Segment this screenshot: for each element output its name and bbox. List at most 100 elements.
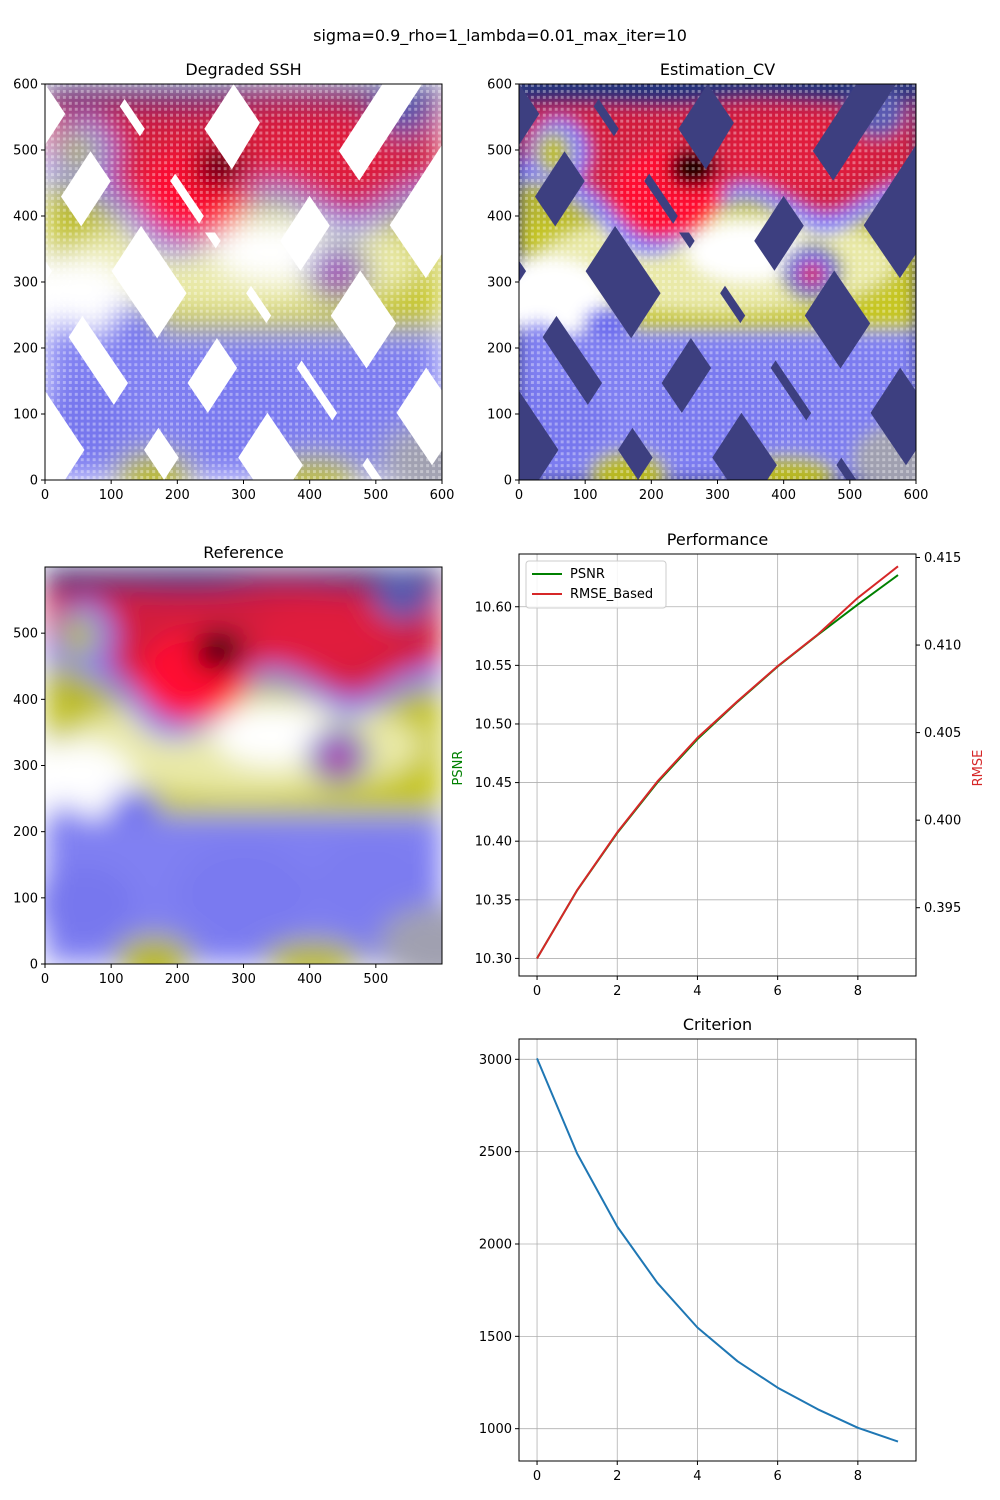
criterion-xtick-label: 4 <box>693 1469 701 1484</box>
degraded-ssh-xtick-label: 600 <box>430 488 455 503</box>
estimation-cv-panel: Estimation_CV 0 100 200 300 400 500 600 0 100 20… <box>487 60 929 503</box>
estimation-cv-xtick-label: 0 <box>515 488 523 503</box>
reference-xtick-label: 400 <box>297 972 322 987</box>
reference-ytick-label: 300 <box>13 759 38 774</box>
performance-ytick-label: 10.35 <box>475 893 512 908</box>
performance-frame <box>518 553 917 977</box>
legend-rmse-label: RMSE_Based <box>570 587 653 602</box>
performance-right-ytick-label: 0.410 <box>924 639 961 654</box>
criterion-ytick-label: 2500 <box>479 1145 512 1160</box>
degraded-ssh-xtick-label: 0 <box>41 488 49 503</box>
degraded-ssh-xtick-label: 100 <box>99 488 124 503</box>
criterion-xtick-label: 0 <box>533 1469 541 1484</box>
legend-frame <box>525 560 667 609</box>
degraded-ssh-ytick-label: 600 <box>13 78 38 93</box>
performance-xtick-label: 8 <box>854 984 862 999</box>
performance-xtick-label: 6 <box>774 984 782 999</box>
reference-xtick-label: 500 <box>363 972 388 987</box>
reference-ytick-label: 400 <box>13 693 38 708</box>
degraded-ssh-ytick-label: 300 <box>13 276 38 291</box>
criterion-ytick-label: 3000 <box>479 1053 512 1068</box>
reference-xtick-label: 200 <box>165 972 190 987</box>
estimation-cv-ytick-label: 500 <box>487 144 512 159</box>
estimation-cv-ytick-label: 0 <box>504 474 512 489</box>
estimation-cv-ytick-label: 100 <box>487 408 512 423</box>
estimation-cv-xtick-label: 600 <box>904 488 929 503</box>
reference-xtick-label: 300 <box>231 972 256 987</box>
performance-xtick-label: 0 <box>533 984 541 999</box>
degraded-ssh-xtick-label: 200 <box>165 488 190 503</box>
performance-legend: PSNR RMSE_Based <box>525 560 667 609</box>
psnr-line <box>536 574 899 959</box>
degraded-ssh-title: Degraded SSH <box>185 60 301 79</box>
legend-psnr-label: PSNR <box>570 567 605 582</box>
reference-xtick-label: 100 <box>99 972 124 987</box>
estimation-cv-xtick-label: 300 <box>705 488 730 503</box>
performance-right-ytick-label: 0.400 <box>924 814 961 829</box>
criterion-ytick-label: 1000 <box>479 1422 512 1437</box>
estimation-cv-ytick-label: 400 <box>487 210 512 225</box>
degraded-ssh-ytick-label: 100 <box>13 408 38 423</box>
criterion-grid <box>519 1039 916 1461</box>
criterion-y-axis: 1000 1500 2000 2500 3000 <box>479 1053 519 1437</box>
reference-ytick-label: 200 <box>13 825 38 840</box>
performance-ylabel-psnr: PSNR <box>451 751 466 786</box>
criterion-ytick-label: 1500 <box>479 1330 512 1345</box>
degraded-ssh-xtick-label: 400 <box>297 488 322 503</box>
estimation-cv-y-axis: 0 100 200 300 400 500 600 <box>487 78 519 489</box>
degraded-ssh-ytick-label: 200 <box>13 342 38 357</box>
performance-xtick-label: 2 <box>613 984 621 999</box>
figure-title: sigma=0.9_rho=1_lambda=0.01_max_iter=10 <box>313 26 687 45</box>
degraded-ssh-xtick-label: 500 <box>363 488 388 503</box>
estimation-cv-title: Estimation_CV <box>660 60 775 80</box>
performance-right-ytick-label: 0.405 <box>924 726 961 741</box>
performance-y-axis-right: 0.395 0.400 0.405 0.410 0.415 <box>916 551 961 916</box>
reference-panel: Reference 0 100 200 300 400 500 0 100 200 300 400… <box>13 543 443 987</box>
criterion-x-axis: 0 2 4 6 8 <box>533 1461 862 1484</box>
rmse-based-line <box>536 565 899 960</box>
estimation-cv-xtick-label: 100 <box>573 488 598 503</box>
degraded-ssh-ytick-label: 500 <box>13 144 38 159</box>
degraded-ssh-xtick-label: 300 <box>231 488 256 503</box>
criterion-title: Criterion <box>683 1015 752 1034</box>
estimation-cv-xtick-label: 400 <box>771 488 796 503</box>
degraded-ssh-y-axis: 0 100 200 300 400 500 600 <box>13 78 45 489</box>
criterion-xtick-label: 2 <box>613 1469 621 1484</box>
performance-y-axis-left: 10.30 10.35 10.40 10.45 10.50 10.55 10.60 <box>475 600 519 967</box>
criterion-xtick-label: 6 <box>774 1469 782 1484</box>
estimation-cv-ytick-label: 300 <box>487 276 512 291</box>
performance-ytick-label: 10.30 <box>475 952 512 967</box>
degraded-ssh-x-axis: 0 100 200 300 400 500 600 <box>41 480 455 503</box>
reference-ytick-label: 0 <box>30 958 38 973</box>
performance-lines <box>536 565 899 960</box>
criterion-ytick-label: 2000 <box>479 1237 512 1252</box>
performance-ytick-label: 10.40 <box>475 835 512 850</box>
estimation-cv-image <box>519 84 916 480</box>
performance-title: Performance <box>667 530 768 549</box>
reference-xtick-label: 0 <box>41 972 49 987</box>
degraded-ssh-panel: Degraded SSH 0 100 200 300 400 500 600 0 100 200… <box>13 60 455 503</box>
performance-x-axis: 0 2 4 6 8 <box>533 976 862 999</box>
criterion-panel: Criterion 0 2 4 6 8 1000 1500 2000 2500 3000 <box>479 1015 917 1484</box>
reference-y-axis: 0 100 200 300 400 500 <box>13 627 45 973</box>
degraded-ssh-ytick-label: 0 <box>30 474 38 489</box>
estimation-cv-ytick-label: 600 <box>487 78 512 93</box>
criterion-lines <box>536 1058 899 1443</box>
reference-image <box>45 567 442 964</box>
reference-title: Reference <box>203 543 284 562</box>
criterion-xtick-label: 8 <box>854 1469 862 1484</box>
estimation-cv-ytick-label: 200 <box>487 342 512 357</box>
performance-xtick-label: 4 <box>693 984 701 999</box>
performance-ytick-label: 10.45 <box>475 776 512 791</box>
performance-ytick-label: 10.55 <box>475 659 512 674</box>
performance-ytick-label: 10.50 <box>475 717 512 732</box>
criterion-frame <box>518 1038 917 1462</box>
estimation-cv-xtick-label: 500 <box>837 488 862 503</box>
performance-panel: Performance 0 2 4 6 8 10.30 10.35 10.40 10.45 10… <box>451 530 986 999</box>
performance-ylabel-rmse: RMSE <box>971 750 986 787</box>
performance-right-ytick-label: 0.395 <box>924 901 961 916</box>
performance-right-ytick-label: 0.415 <box>924 551 961 566</box>
performance-grid <box>519 554 916 976</box>
degraded-ssh-ytick-label: 400 <box>13 210 38 225</box>
